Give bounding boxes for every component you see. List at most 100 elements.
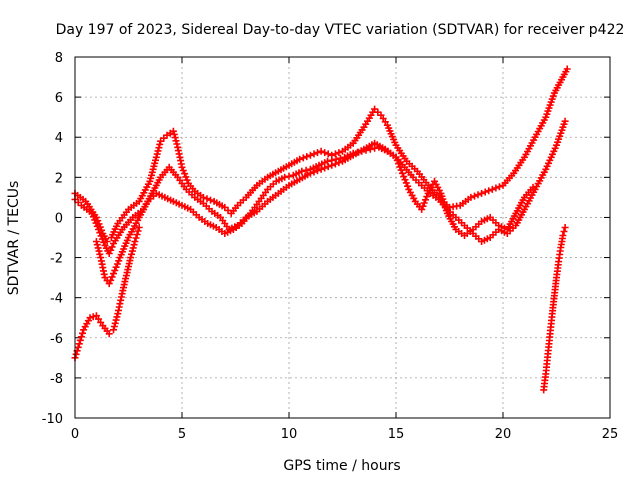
data-point xyxy=(401,176,409,184)
data-point xyxy=(281,173,289,181)
data-point xyxy=(98,235,106,243)
data-point xyxy=(96,229,104,237)
data-point xyxy=(115,257,123,265)
series-track-a xyxy=(71,65,571,245)
data-point xyxy=(285,172,293,180)
data-point xyxy=(481,188,489,196)
grid xyxy=(75,57,610,418)
data-point xyxy=(182,173,190,181)
data-point xyxy=(133,231,141,238)
data-point xyxy=(335,149,343,157)
series-track-c xyxy=(92,143,537,288)
y-tick-label: 0 xyxy=(55,211,63,226)
data-point xyxy=(422,196,429,204)
data-point xyxy=(471,192,478,200)
x-tick-label: 10 xyxy=(281,427,298,442)
y-tick-label: 8 xyxy=(55,51,63,66)
data-point xyxy=(128,250,135,258)
data-point xyxy=(79,329,86,337)
data-point xyxy=(298,167,306,175)
data-point xyxy=(105,330,113,338)
data-point xyxy=(72,350,80,358)
data-point xyxy=(127,254,135,262)
y-tick-labels: -10 -8 -6 -4 -2 0 2 4 6 8 xyxy=(42,51,63,427)
data-point xyxy=(77,333,85,341)
data-point xyxy=(404,182,412,190)
y-axis-title: SDTVAR / TECUs xyxy=(6,181,22,296)
data-point xyxy=(112,263,120,271)
data-point xyxy=(366,145,374,153)
data-point xyxy=(358,147,366,155)
data-point xyxy=(108,273,116,281)
series-track-e xyxy=(540,224,569,394)
data-point xyxy=(172,137,180,145)
data-point xyxy=(328,156,336,164)
data-point xyxy=(336,154,344,162)
data-point xyxy=(419,202,427,210)
y-tick-label: -4 xyxy=(50,292,63,307)
data-point xyxy=(108,243,116,251)
plot-frame xyxy=(74,56,611,419)
x-axis-title: GPS time / hours xyxy=(283,458,400,474)
data-point xyxy=(170,130,178,138)
data-point xyxy=(91,216,99,224)
data-points xyxy=(71,65,571,394)
data-point xyxy=(423,193,431,201)
data-point xyxy=(107,246,115,254)
data-point xyxy=(488,185,496,193)
x-tick-label: 25 xyxy=(602,427,619,442)
data-point xyxy=(474,191,482,199)
data-point xyxy=(199,193,207,201)
data-point xyxy=(393,157,401,164)
data-point xyxy=(362,146,370,154)
data-point xyxy=(354,148,361,156)
data-point xyxy=(129,244,137,252)
data-point xyxy=(88,209,96,217)
y-tick-label: 4 xyxy=(55,131,63,146)
data-point xyxy=(296,155,304,163)
data-point xyxy=(371,144,379,152)
data-point xyxy=(105,280,113,288)
data-point xyxy=(485,187,493,195)
data-point xyxy=(110,326,117,334)
data-point xyxy=(96,250,104,258)
x-tick-label: 15 xyxy=(388,427,405,442)
data-point xyxy=(402,179,410,187)
data-point xyxy=(89,313,97,321)
data-point xyxy=(181,170,189,178)
data-point xyxy=(179,167,187,174)
data-point xyxy=(529,183,537,191)
data-point xyxy=(135,224,143,231)
data-point xyxy=(75,340,83,348)
data-point xyxy=(324,150,332,158)
data-point xyxy=(495,183,503,191)
data-point xyxy=(324,157,331,165)
data-point xyxy=(392,153,400,161)
data-point xyxy=(418,205,426,213)
data-point xyxy=(560,228,568,235)
data-point xyxy=(110,270,117,278)
data-point xyxy=(396,163,404,171)
data-point xyxy=(89,213,97,221)
data-point xyxy=(398,169,406,177)
data-point xyxy=(93,222,101,230)
data-point xyxy=(397,166,405,174)
data-point xyxy=(203,195,211,203)
data-point xyxy=(314,167,321,175)
data-point xyxy=(74,343,82,351)
data-point xyxy=(303,153,311,161)
y-tick-label: -6 xyxy=(50,332,63,347)
data-point xyxy=(107,276,115,284)
data-point xyxy=(400,173,408,180)
y-tick-label: -2 xyxy=(50,252,63,267)
data-point xyxy=(563,65,571,73)
data-point xyxy=(310,150,318,158)
data-point xyxy=(492,184,500,192)
data-point xyxy=(92,219,100,227)
data-point xyxy=(154,147,162,155)
y-tick-label: -10 xyxy=(42,412,63,427)
data-point xyxy=(152,153,160,161)
chart-title: Day 197 of 2023, Sidereal Day-to-day VTE… xyxy=(56,22,625,38)
data-point xyxy=(561,117,569,125)
data-point xyxy=(317,147,325,155)
